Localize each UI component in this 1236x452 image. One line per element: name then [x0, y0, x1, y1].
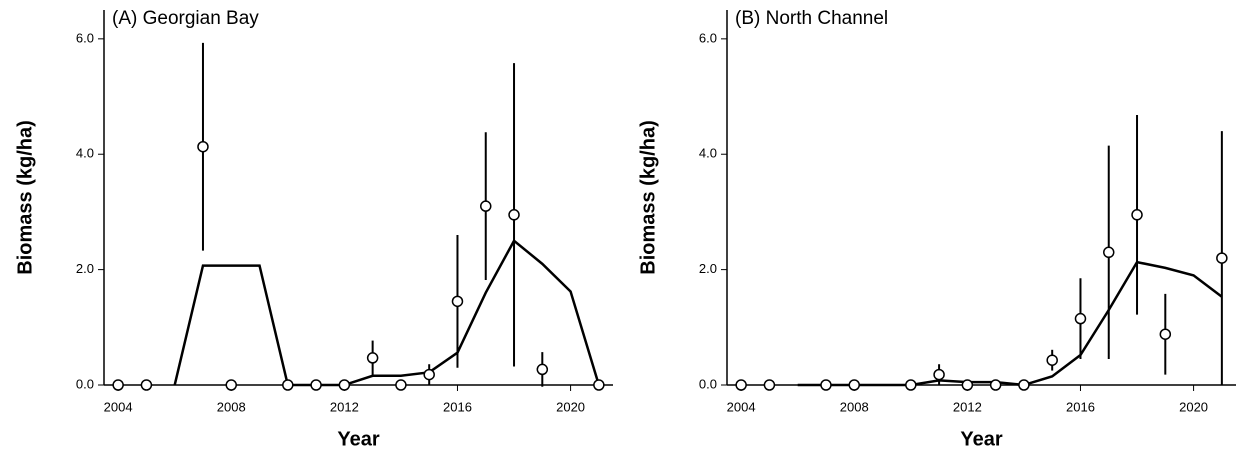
y-tick-label: 4.0 [699, 146, 717, 161]
fit-line [173, 238, 601, 387]
data-point [395, 379, 407, 391]
y-tick-label: 2.0 [699, 261, 717, 276]
x-axis-label: Year [960, 428, 1002, 450]
data-point [905, 379, 917, 391]
x-tick-label: 2012 [953, 399, 982, 414]
panel-title: (B) North Channel [735, 8, 888, 29]
y-tick-label: 4.0 [76, 146, 94, 161]
data-point [338, 379, 351, 391]
y-tick-label: 6.0 [76, 30, 94, 45]
x-tick-label: 2004 [727, 399, 756, 414]
y-tick-label: 0.0 [76, 376, 94, 391]
data-point [1074, 312, 1087, 325]
y-tick-label: 6.0 [699, 30, 717, 45]
data-point [848, 379, 860, 391]
data-point [763, 379, 776, 391]
data-point [1216, 252, 1228, 264]
data-point [310, 379, 322, 391]
data-point [989, 379, 1002, 391]
data-point [451, 295, 464, 308]
y-axis-label: Biomass (kg/ha) [637, 120, 659, 274]
data-point [1018, 379, 1030, 391]
x-tick-label: 2020 [1179, 399, 1208, 414]
data-point [1046, 354, 1058, 366]
data-point [282, 379, 294, 391]
x-tick-label: 2020 [556, 399, 585, 414]
x-tick-label: 2004 [104, 399, 133, 414]
x-tick-label: 2008 [217, 399, 246, 414]
data-point [480, 200, 492, 212]
y-tick-label: 2.0 [76, 261, 94, 276]
data-point [1159, 328, 1172, 340]
data-point [508, 209, 520, 221]
x-tick-label: 2016 [443, 399, 472, 414]
data-point [112, 379, 124, 391]
data-point [1103, 246, 1115, 259]
data-point [536, 363, 549, 376]
data-point [1131, 209, 1143, 221]
data-point [735, 379, 747, 391]
x-tick-label: 2008 [840, 399, 869, 414]
y-tick-label: 0.0 [699, 376, 717, 391]
data-point [820, 379, 832, 391]
fit-line [797, 260, 1223, 387]
y-axis-label: Biomass (kg/ha) [14, 120, 36, 274]
panel-title: (A) Georgian Bay [112, 8, 259, 29]
data-point [423, 368, 435, 381]
data-point [225, 379, 237, 391]
x-axis-label: Year [337, 428, 379, 450]
data-point [140, 379, 153, 391]
data-point [593, 379, 605, 391]
x-tick-label: 2012 [330, 399, 359, 414]
data-point [961, 379, 974, 391]
x-tick-label: 2016 [1066, 399, 1095, 414]
data-point [366, 352, 379, 364]
data-point [197, 140, 209, 153]
data-point [933, 368, 945, 381]
